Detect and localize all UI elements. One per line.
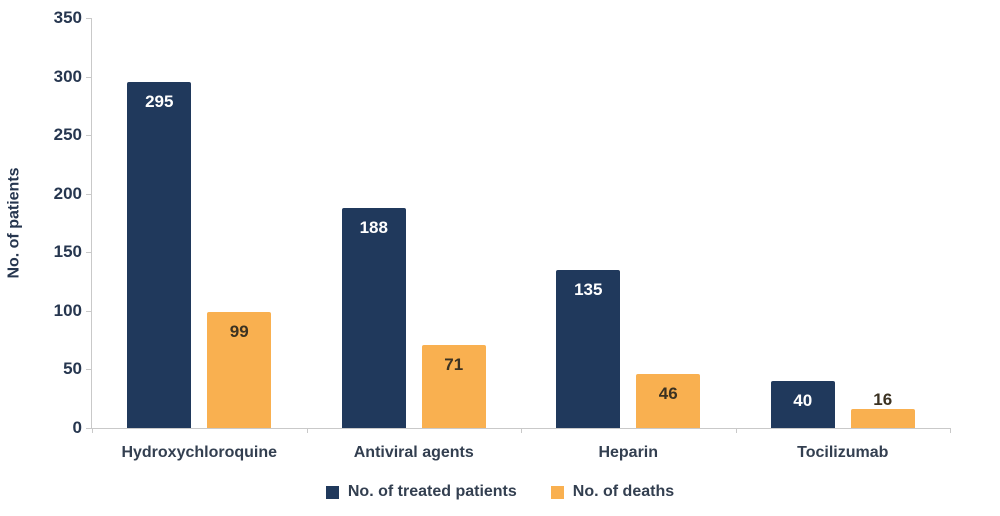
x-tick-mark — [950, 428, 951, 433]
legend-item-no-of-deaths: No. of deaths — [550, 483, 675, 501]
bar-value-label: 46 — [658, 384, 678, 403]
bar-value-label: 40 — [793, 391, 813, 410]
bar-no-of-treated-patients-hydroxychloroquine — [127, 82, 192, 428]
y-tick-label-50: 50 — [63, 359, 82, 379]
y-tick-label-350: 350 — [53, 8, 82, 27]
y-tick-mark — [86, 310, 92, 312]
y-tick-mark — [86, 193, 92, 195]
x-tick-mark — [306, 428, 308, 433]
x-category-label-antiviral-agents: Antiviral agents — [353, 444, 474, 461]
legend-label: No. of treated patients — [347, 483, 517, 500]
y-tick-mark — [86, 18, 92, 19]
x-tick-mark — [735, 428, 737, 433]
y-tick-mark — [86, 428, 92, 429]
y-tick-mark — [86, 76, 92, 78]
bar-no-of-deaths-antiviral-agents — [421, 345, 486, 428]
bar-value-label: 16 — [873, 390, 893, 409]
legend-item-no-of-treated-patients: No. of treated patients — [325, 483, 517, 501]
y-tick-label-150: 150 — [53, 242, 82, 262]
bar-value-label: 188 — [359, 218, 388, 237]
legend-swatch-icon — [325, 485, 339, 499]
x-tick-mark — [92, 428, 93, 433]
x-tick-mark — [521, 428, 522, 433]
y-tick-mark — [86, 369, 92, 371]
legend-label: No. of deaths — [572, 483, 675, 500]
bar-no-of-deaths-heparin — [636, 374, 701, 428]
y-tick-label-300: 300 — [53, 66, 82, 86]
x-category-label-tocilizumab: Tocilizumab — [797, 444, 889, 461]
plot-area: 295 99 188 71 135 46 40 16 — [91, 18, 950, 429]
bar-value-label: 71 — [444, 355, 464, 374]
y-tick-label-100: 100 — [53, 300, 82, 320]
bar-no-of-treated-patients-antiviral-agents — [341, 208, 406, 428]
bar-no-of-deaths-tocilizumab — [850, 409, 915, 428]
y-tick-label-200: 200 — [53, 183, 82, 203]
x-category-label-hydroxychloroquine: Hydroxychloroquine — [121, 444, 278, 461]
bar-no-of-deaths-hydroxychloroquine — [207, 312, 272, 428]
bar-value-label: 295 — [145, 92, 174, 111]
legend: No. of treated patients No. of deaths — [0, 483, 1000, 501]
y-tick-label-0: 0 — [72, 418, 82, 437]
y-tick-mark — [86, 252, 92, 254]
y-tick-mark — [86, 135, 92, 137]
y-tick-label-250: 250 — [53, 125, 82, 145]
x-axis-line — [91, 428, 950, 429]
x-axis-labels: Hydroxychloroquine Antiviral agents Hepari… — [92, 443, 950, 463]
legend-swatch-icon — [550, 485, 564, 499]
bar-no-of-treated-patients-heparin — [556, 270, 621, 428]
y-axis-line — [91, 18, 92, 428]
bar-no-of-treated-patients-tocilizumab — [770, 381, 835, 428]
bar-value-label: 135 — [574, 280, 603, 299]
x-category-label-heparin: Heparin — [598, 444, 659, 461]
bar-value-label: 99 — [229, 322, 249, 341]
